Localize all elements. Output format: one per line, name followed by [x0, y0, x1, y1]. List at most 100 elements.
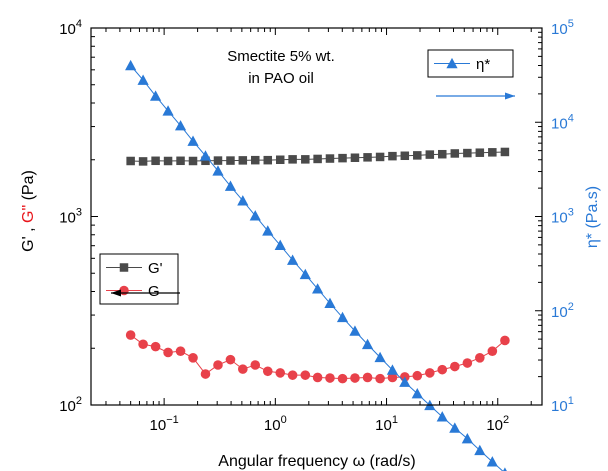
series-2-point: [361, 338, 374, 350]
series-2-point: [237, 195, 249, 206]
series-0-point: [500, 147, 510, 157]
series-0-point: [463, 148, 472, 158]
series-2-point: [212, 165, 224, 176]
series-1-point: [125, 330, 136, 340]
series-1-point: [500, 335, 510, 346]
y-right-tick-label-1-base: 10: [551, 304, 568, 321]
series-0-point: [201, 156, 210, 166]
series-0-point: [438, 149, 447, 159]
series-1-point: [450, 361, 460, 372]
series-1-point: [362, 372, 373, 383]
legend-label: G': [148, 260, 163, 277]
series-1-point: [188, 352, 198, 363]
series-1-point: [150, 341, 161, 352]
series-0-point: [176, 156, 185, 166]
series-2-point: [312, 283, 324, 294]
series-0-point: [375, 152, 385, 162]
x-tick-label-0-base: 10: [150, 417, 167, 434]
series-2-point: [262, 225, 274, 236]
series-0-point: [288, 155, 297, 164]
series-1-point: [312, 372, 323, 383]
x-axis-label: Angular frequency ω (rad/s): [218, 453, 415, 470]
series-0-point: [138, 157, 148, 166]
series-0-point: [488, 148, 497, 157]
series-0-point: [363, 153, 372, 162]
series-1-point: [225, 354, 236, 365]
series-line-1: [130, 334, 506, 380]
legend-marker: [119, 263, 129, 272]
legend-eta: η*: [427, 49, 514, 78]
series-1-point: [350, 373, 360, 383]
series-1-point: [475, 352, 485, 363]
series-2-point: [386, 364, 399, 375]
series-0-point: [475, 148, 485, 157]
series-0-point: [425, 150, 435, 159]
series-0-point: [301, 155, 310, 164]
series-2-point: [349, 325, 361, 336]
series-1-point: [462, 358, 473, 368]
y-right-tick-label-4-base: 10: [551, 21, 568, 38]
y-right-tick-label-1-exponent: 2: [568, 301, 574, 313]
series-2-point: [474, 444, 486, 456]
y-axis-left-label-part-0: G' ,: [20, 223, 37, 252]
series-2-point: [486, 456, 498, 467]
y-right-tick-label-2-exponent: 3: [568, 207, 574, 219]
series-0-point: [188, 156, 198, 166]
series-2-point: [224, 180, 237, 191]
y-axis-left-label: G' , G" (Pa): [20, 170, 37, 252]
y-axis-right-label: η* (Pa.s): [584, 186, 601, 248]
series-2-point: [287, 254, 299, 265]
y-left-tick-label-2-base: 10: [59, 21, 76, 38]
y-right-tick-label-0-base: 10: [551, 398, 568, 415]
series-1-point: [213, 360, 223, 370]
y-left-tick-label-0: 102: [59, 395, 82, 415]
x-tick-label-3: 102: [486, 414, 509, 434]
series-2-point: [449, 422, 461, 433]
x-tick-label-1: 100: [264, 414, 287, 434]
series-1-point: [387, 372, 398, 383]
x-tick-label-0: 10−1: [150, 414, 179, 434]
legend-label: η*: [476, 56, 490, 73]
series-2-point: [125, 59, 137, 71]
series-0-point: [338, 153, 347, 163]
x-tick-label-2-exponent: 1: [392, 414, 398, 426]
series-2-point: [187, 135, 199, 146]
series-2-point: [502, 467, 507, 471]
y-right-tick-label-1: 102: [551, 301, 574, 321]
series-2-point: [249, 210, 261, 221]
y-left-tick-label-0-exponent: 2: [76, 395, 82, 407]
series-0-point: [450, 149, 460, 158]
series-2-point: [324, 297, 336, 309]
x-tick-label-1-base: 10: [264, 417, 281, 434]
series-0-point: [126, 156, 135, 166]
x-tick-label-3-base: 10: [486, 417, 503, 434]
series-2-point: [162, 105, 174, 116]
series-1-point: [437, 364, 448, 375]
series-2-point: [374, 351, 386, 363]
y-left-tick-label-1-exponent: 3: [76, 207, 82, 219]
series-1-point: [375, 373, 385, 384]
legend-box: [99, 253, 179, 305]
series-0-point: [238, 156, 248, 165]
series-0-point: [400, 151, 410, 161]
series-1-point: [275, 368, 286, 378]
series-0-point: [413, 151, 422, 160]
series-1-point: [412, 370, 423, 381]
y-left-tick-label-2-exponent: 4: [76, 18, 82, 30]
series-1: [125, 330, 510, 384]
series-0-point: [151, 156, 160, 166]
series-1-point: [238, 364, 248, 374]
y-right-tick-label-4-exponent: 5: [568, 18, 574, 30]
series-1-point: [487, 346, 498, 356]
series-2-point: [336, 311, 349, 323]
series-1-point: [287, 370, 298, 380]
y-left-tick-label-1-base: 10: [59, 210, 76, 227]
series-0-point: [313, 154, 322, 164]
series-2-point: [399, 376, 411, 387]
x-axis: 10−1 100 101 102: [105, 28, 532, 434]
y-right-tick-label-2: 103: [551, 207, 574, 227]
y-right-tick-label-3-exponent: 4: [568, 112, 574, 124]
y-right-tick-label-3: 104: [551, 112, 574, 132]
series-2-point: [199, 150, 212, 161]
